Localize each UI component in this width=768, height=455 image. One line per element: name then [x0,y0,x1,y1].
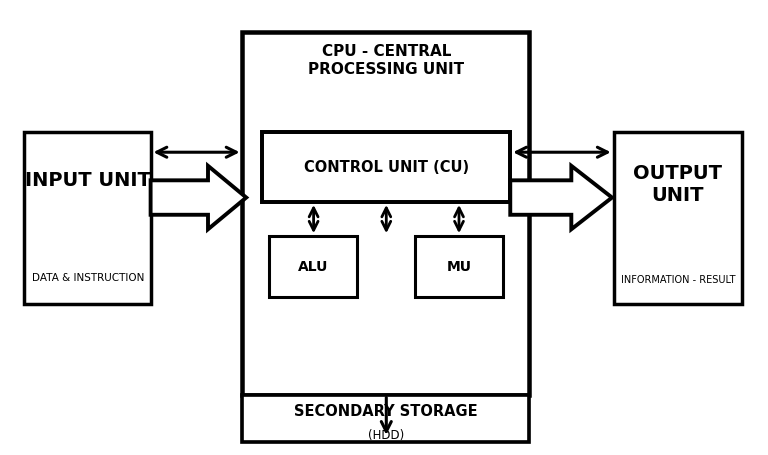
Text: OUTPUT
UNIT: OUTPUT UNIT [634,164,723,205]
Text: SECONDARY STORAGE: SECONDARY STORAGE [294,403,478,418]
Text: (HDD): (HDD) [368,428,405,441]
Text: CONTROL UNIT (CU): CONTROL UNIT (CU) [303,160,468,175]
FancyBboxPatch shape [415,237,502,298]
FancyBboxPatch shape [270,237,357,298]
Text: ALU: ALU [299,260,329,274]
FancyBboxPatch shape [243,33,529,395]
FancyBboxPatch shape [262,132,510,202]
Text: INPUT UNIT: INPUT UNIT [25,171,151,189]
Text: DATA & INSTRUCTION: DATA & INSTRUCTION [31,272,144,282]
FancyBboxPatch shape [25,132,151,304]
FancyBboxPatch shape [614,132,742,304]
Polygon shape [510,167,612,230]
Text: INFORMATION - RESULT: INFORMATION - RESULT [621,274,735,284]
Polygon shape [151,167,247,230]
Text: MU: MU [446,260,472,274]
FancyBboxPatch shape [243,395,529,442]
Text: CPU - CENTRAL
PROCESSING UNIT: CPU - CENTRAL PROCESSING UNIT [308,44,465,77]
